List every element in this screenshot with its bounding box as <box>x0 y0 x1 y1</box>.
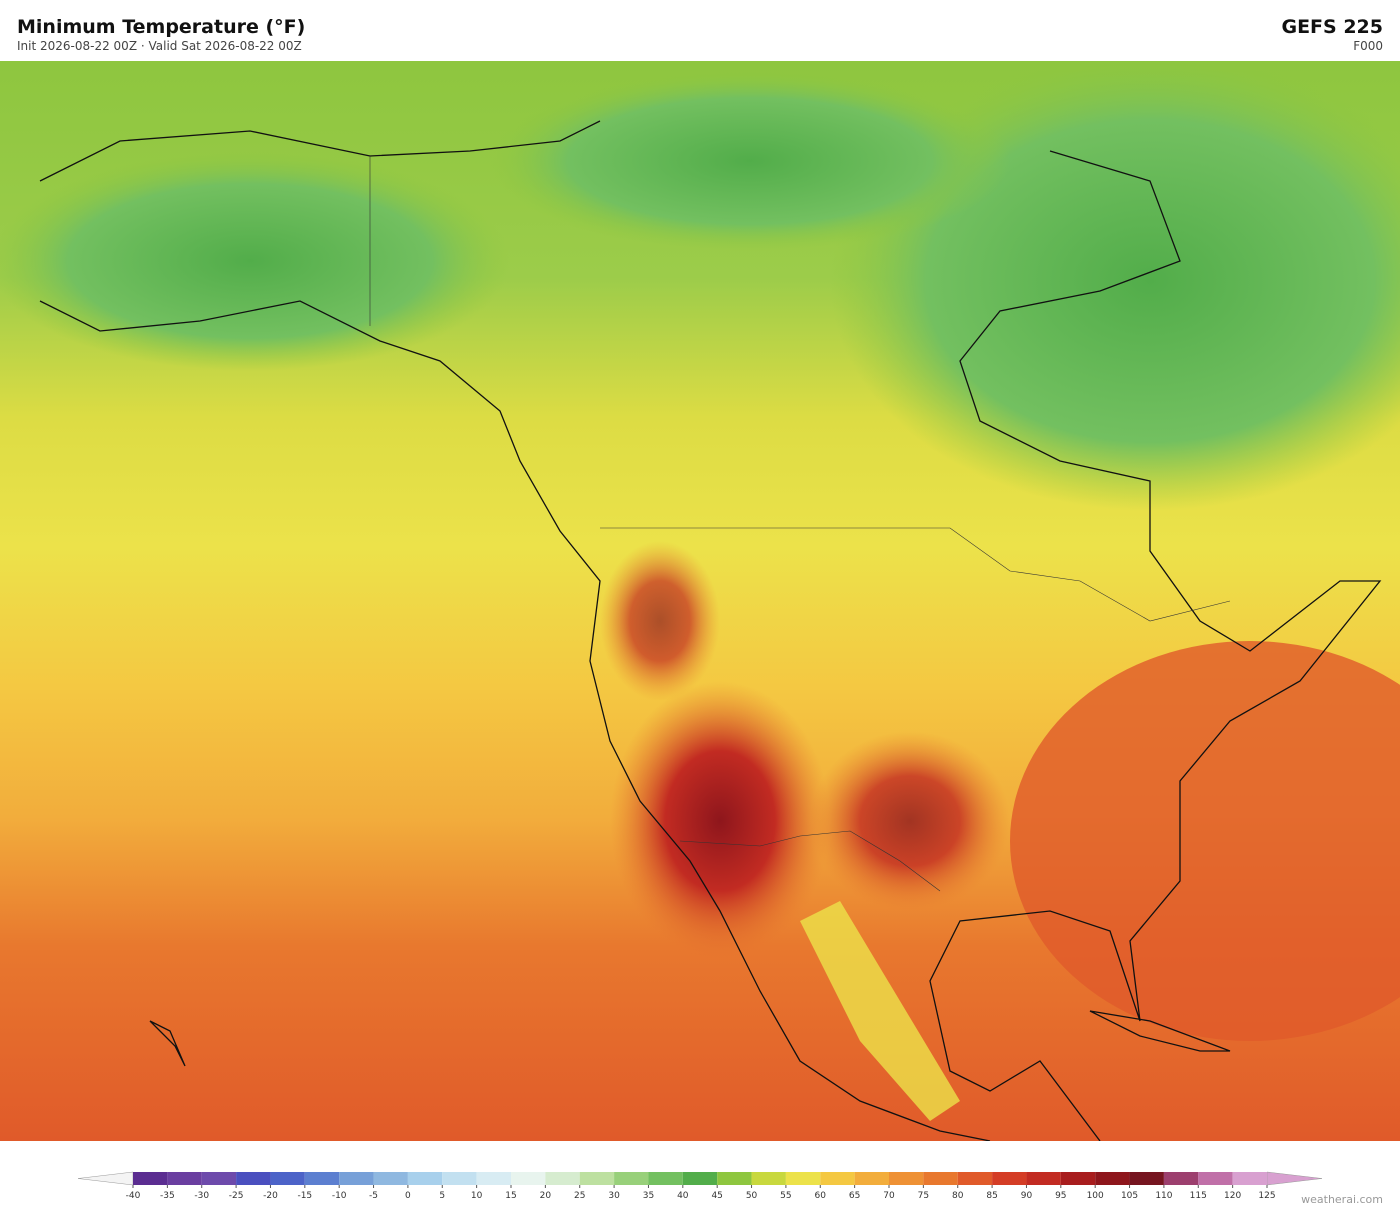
color-segment <box>442 1172 477 1185</box>
color-segment <box>1232 1172 1267 1185</box>
tick-label: 60 <box>815 1191 827 1201</box>
color-segment <box>1060 1172 1096 1185</box>
color-segment <box>1198 1172 1233 1185</box>
color-segment <box>682 1172 718 1185</box>
colorbar: -40 -35 -30 -25 -20 -15 -10 -5 0 5 10 15 20 25 30 35 40 4… <box>77 1171 1323 1201</box>
tick-label: -15 <box>297 1191 312 1201</box>
map-title: Minimum Temperature (°F) <box>17 16 306 38</box>
under-extension <box>77 1171 134 1186</box>
color-segment <box>820 1172 855 1185</box>
tick-label: 0 <box>405 1191 411 1201</box>
cool-region <box>490 71 1010 251</box>
tick-label: 35 <box>643 1191 654 1201</box>
color-segment <box>511 1172 546 1185</box>
temperature-map <box>0 61 1400 1141</box>
tick-label: 40 <box>677 1191 689 1201</box>
color-segment <box>236 1172 271 1185</box>
map-subtitle: Init 2026-08-22 00Z · Valid Sat 2026-08-… <box>17 39 302 53</box>
tick-label: 30 <box>608 1191 620 1201</box>
hot-region <box>600 541 720 701</box>
color-segment <box>1129 1172 1164 1185</box>
color-segment <box>133 1172 168 1185</box>
tick-label: 15 <box>505 1191 516 1201</box>
color-segment <box>1163 1172 1199 1185</box>
tick-label: -5 <box>369 1191 378 1201</box>
tick-label: 70 <box>883 1191 895 1201</box>
color-segment <box>923 1172 958 1185</box>
color-segment <box>614 1172 649 1185</box>
color-segment <box>167 1172 202 1185</box>
over-extension <box>1266 1171 1323 1186</box>
tick-label: -10 <box>332 1191 347 1201</box>
borders <box>369 156 1231 892</box>
color-segment <box>579 1172 615 1185</box>
color-segment <box>373 1172 408 1185</box>
credit: weatherai.com <box>1301 1193 1383 1206</box>
forecast-hour: F000 <box>1353 39 1383 53</box>
color-segment <box>1026 1172 1061 1185</box>
tick-label: -30 <box>194 1191 209 1201</box>
tick-label: 45 <box>711 1191 722 1201</box>
mexico-plateau <box>800 901 960 1121</box>
color-segment <box>270 1172 305 1185</box>
color-segment <box>957 1172 993 1185</box>
tick-label: 120 <box>1224 1191 1241 1201</box>
tick-label: 75 <box>918 1191 929 1201</box>
color-segment <box>717 1172 752 1185</box>
color-segment <box>648 1172 683 1185</box>
color-segment <box>785 1172 821 1185</box>
color-segment <box>304 1172 340 1185</box>
tick-label: 105 <box>1121 1191 1138 1201</box>
tick-label: -40 <box>126 1191 141 1201</box>
color-segment <box>201 1172 237 1185</box>
tick-label: 5 <box>439 1191 445 1201</box>
color-segment <box>339 1172 374 1185</box>
tick-label: 85 <box>986 1191 997 1201</box>
tick-label: 90 <box>1021 1191 1033 1201</box>
tick-label: 10 <box>471 1191 483 1201</box>
color-segment <box>889 1172 924 1185</box>
tick-label: 55 <box>780 1191 791 1201</box>
tick-label: 100 <box>1087 1191 1104 1201</box>
tick-label: 50 <box>746 1191 758 1201</box>
cool-region <box>0 151 510 371</box>
color-segment <box>854 1172 889 1185</box>
tick-label: 110 <box>1155 1191 1172 1201</box>
color-segment <box>476 1172 511 1185</box>
tick-label: 25 <box>574 1191 585 1201</box>
color-segment <box>992 1172 1027 1185</box>
warm-ocean <box>1010 641 1400 1041</box>
tick-label: 95 <box>1055 1191 1066 1201</box>
tick-label: 115 <box>1190 1191 1207 1201</box>
tick-label: 80 <box>952 1191 964 1201</box>
tick-label: 20 <box>540 1191 552 1201</box>
tick-label: -20 <box>263 1191 278 1201</box>
hot-region <box>610 681 830 961</box>
color-segment <box>407 1172 443 1185</box>
color-segment <box>545 1172 580 1185</box>
hot-region <box>810 731 1010 911</box>
tick-label: -35 <box>160 1191 175 1201</box>
tick-label: -25 <box>229 1191 244 1201</box>
tick-label: 65 <box>849 1191 860 1201</box>
tick-label: 125 <box>1258 1191 1275 1201</box>
model-name: GEFS 225 <box>1281 16 1383 38</box>
color-segment <box>1095 1172 1130 1185</box>
color-segment <box>751 1172 786 1185</box>
